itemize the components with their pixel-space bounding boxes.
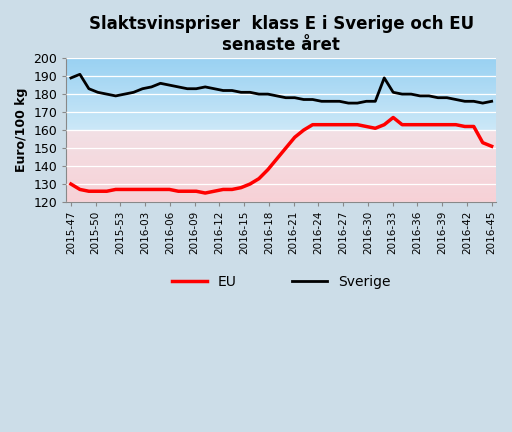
Y-axis label: Euro/100 kg: Euro/100 kg (15, 88, 28, 172)
Title: Slaktsvinspriser  klass E i Sverige och EU
senaste året: Slaktsvinspriser klass E i Sverige och E… (89, 15, 474, 54)
Legend: EU, Sverige: EU, Sverige (166, 270, 396, 295)
